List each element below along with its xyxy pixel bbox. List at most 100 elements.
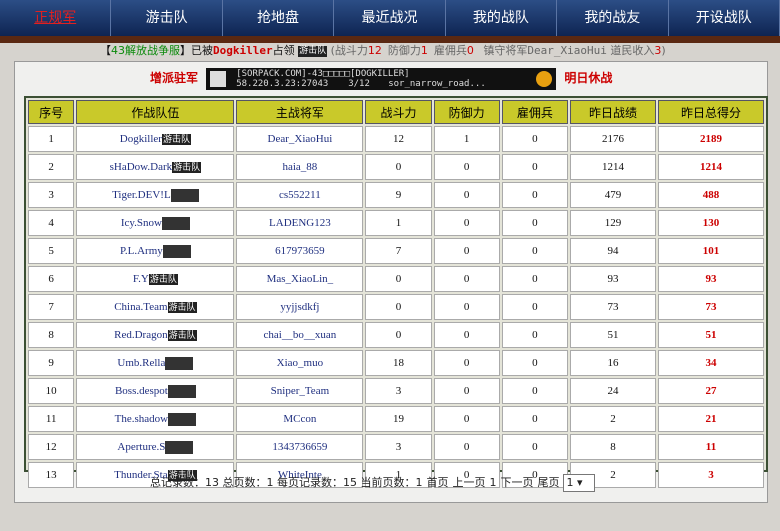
- nav-item[interactable]: 游击队: [111, 0, 223, 36]
- table-cell: 3: [28, 182, 75, 208]
- table-cell: 21: [658, 406, 764, 432]
- table-row: 8 Red.Dragon游击队 chai__bo__xuan 0 0 0 51 51: [28, 322, 764, 348]
- team-name[interactable]: F.Y: [132, 273, 149, 285]
- table-cell: 3: [658, 462, 764, 488]
- nav-item[interactable]: 我的战队: [446, 0, 558, 36]
- table-cell: 93: [658, 266, 764, 292]
- team-badge: 游击队: [167, 329, 197, 341]
- nav-item[interactable]: 最近战况: [334, 0, 446, 36]
- table-cell: 93: [569, 266, 657, 292]
- team-name[interactable]: Dogkiller: [119, 133, 162, 145]
- table-cell: 0: [501, 434, 568, 460]
- table-row: 10 Boss.despot Sniper_Team 3 0 0 24 27: [28, 378, 764, 404]
- table-cell: 0: [365, 294, 432, 320]
- table-row: 2 sHaDow.Dark游击队 haia_88 0 0 0 1214 1214: [28, 154, 764, 180]
- general-cell: haia_88: [236, 154, 364, 180]
- table-cell: 0: [501, 294, 568, 320]
- table-cell: 0: [433, 462, 500, 488]
- table-cell: 51: [569, 322, 657, 348]
- table-cell: 2: [569, 406, 657, 432]
- general-cell: chai__bo__xuan: [236, 322, 364, 348]
- general-cell: cs552211: [236, 182, 364, 208]
- table-cell: 94: [569, 238, 657, 264]
- table-cell: 9: [365, 182, 432, 208]
- general-cell: 1343736659: [236, 434, 364, 460]
- team-cell: The.shadow: [76, 406, 235, 432]
- team-name[interactable]: Red.Dragon: [114, 329, 168, 341]
- stats-close: ): [661, 44, 666, 57]
- team-name[interactable]: Tiger.DEV!L: [112, 188, 171, 201]
- nav-item[interactable]: 我的战友: [557, 0, 669, 36]
- general: Dear_XiaoHui: [527, 44, 607, 57]
- nav-item[interactable]: 抢地盘: [223, 0, 335, 36]
- table-cell: 16: [569, 350, 657, 376]
- table-cell: 0: [501, 238, 568, 264]
- reinforce-link[interactable]: 增派驻军: [150, 71, 199, 85]
- table-cell: 7: [28, 294, 75, 320]
- header-cell: 序号: [28, 100, 75, 124]
- table-cell: 479: [569, 182, 657, 208]
- stat-label: 防御力: [387, 44, 421, 57]
- page-link[interactable]: 下一页: [500, 476, 534, 489]
- team-name[interactable]: Boss.despot: [114, 384, 168, 397]
- select-value: 1: [566, 476, 574, 489]
- table-cell: 18: [365, 350, 432, 376]
- team-name[interactable]: Thunder.Sta: [114, 469, 168, 481]
- table-cell: 129: [569, 210, 657, 236]
- banner-address: 58.220.3.23:27043: [236, 78, 329, 89]
- team-name[interactable]: P.L.Army: [120, 244, 163, 257]
- table-cell: 2189: [658, 126, 764, 152]
- page-link[interactable]: 1: [489, 476, 497, 489]
- stat-value: 12: [367, 44, 382, 57]
- header-cell: 雇佣兵: [501, 100, 568, 124]
- team-badge: 游击队: [167, 301, 197, 313]
- table-row: 1 Dogkiller游击队 Dear_XiaoHui 12 1 0 2176 2189: [28, 126, 764, 152]
- table-cell: 0: [501, 266, 568, 292]
- table-cell: 1214: [658, 154, 764, 180]
- table-cell: 11: [28, 406, 75, 432]
- header-cell: 战斗力: [365, 100, 432, 124]
- general-cell: yyjjsdkfj: [236, 294, 364, 320]
- table-row: 11 The.shadow MCcon 19 0 0 2 21: [28, 406, 764, 432]
- table-cell: 1: [365, 462, 432, 488]
- team-cell: Aperture.S: [76, 434, 235, 460]
- table-cell: 0: [433, 210, 500, 236]
- header-cell: 昨日战绩: [569, 100, 657, 124]
- table-cell: 0: [501, 322, 568, 348]
- team-cell: Umb.Rella: [76, 350, 235, 376]
- general-cell: Xiao_muo: [236, 350, 364, 376]
- owner: Dogkiller: [213, 44, 273, 57]
- stat-label: 雇佣兵: [433, 44, 467, 57]
- table-cell: 73: [569, 294, 657, 320]
- truce-link[interactable]: 明日休战: [564, 71, 613, 85]
- team-name[interactable]: sHaDow.Dark: [109, 161, 173, 173]
- team-name[interactable]: Aperture.S: [117, 440, 166, 453]
- team-cell: F.Y游击队: [76, 266, 235, 292]
- bracket: 【: [100, 44, 111, 57]
- page-link[interactable]: 尾页: [537, 476, 560, 489]
- team-cell: Icy.Snow: [76, 210, 235, 236]
- team-logo: [170, 188, 199, 202]
- table-cell: 488: [658, 182, 764, 208]
- general-cell: MCcon: [236, 406, 364, 432]
- nav-item[interactable]: 开设战队: [669, 0, 780, 36]
- table-cell: 1: [28, 126, 75, 152]
- stats-open: (: [330, 44, 335, 57]
- team-name[interactable]: Icy.Snow: [120, 216, 162, 229]
- page-link[interactable]: 上一页: [452, 476, 486, 489]
- table-cell: 27: [658, 378, 764, 404]
- suffix: 占领: [272, 44, 295, 57]
- table-cell: 0: [501, 350, 568, 376]
- team-name[interactable]: China.Team: [114, 301, 168, 313]
- page-select[interactable]: 1 ▾: [563, 474, 596, 492]
- team-name[interactable]: Umb.Rella: [117, 356, 166, 369]
- table-cell: 1: [433, 126, 500, 152]
- nav-item[interactable]: 正规军: [0, 0, 112, 36]
- ranking-table: 序号 作战队伍 主战将军 战斗力 防御力 雇佣兵 昨日战绩 昨日总得分 1 Dogkiller游击…: [26, 98, 766, 490]
- table-cell: 5: [28, 238, 75, 264]
- page-link[interactable]: 首页: [426, 476, 449, 489]
- team-cell: Tiger.DEV!L: [76, 182, 235, 208]
- header-cell: 作战队伍: [76, 100, 235, 124]
- team-name[interactable]: The.shadow: [114, 412, 169, 425]
- table-cell: 73: [658, 294, 764, 320]
